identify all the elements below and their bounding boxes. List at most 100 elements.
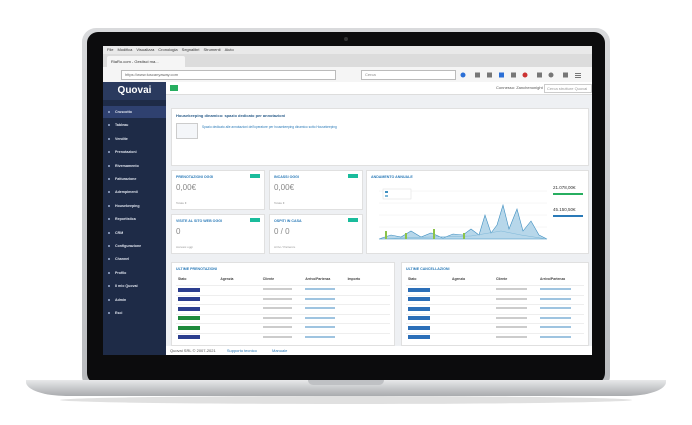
sidebar-item[interactable]: Tableau	[103, 119, 166, 131]
stat-card: INCASSI OGGI 0,00€ Totale €	[269, 170, 363, 210]
sidebar-item[interactable]: Il mio Quovai	[103, 280, 166, 292]
icon	[108, 151, 110, 154]
user: Connesso: Zanchenonight	[496, 85, 543, 90]
annual-title: ANDAMENTO ANNUALE	[371, 175, 413, 179]
app-search[interactable]: Cerca strutture Quovai	[544, 84, 592, 93]
icon	[108, 298, 110, 301]
support-link[interactable]: Supporto tecnico	[226, 348, 257, 353]
icon	[108, 245, 110, 247]
table-box: ULTIME CANCELLAZIONI Stato Agenzia Cliente A…	[401, 262, 589, 346]
placeholder	[262, 326, 293, 328]
card-value: 0 / 0	[274, 227, 290, 236]
card-title: PRENOTAZIONI OGGI	[176, 175, 214, 179]
icon	[108, 285, 110, 288]
column-header: Cliente	[262, 277, 275, 281]
sidebar-item[interactable]: Adempimenti	[103, 186, 166, 198]
tab[interactable]: RiaRo.com - Gestisci ma...	[107, 56, 185, 67]
url[interactable]: https://www.tuscanyaway.com	[121, 70, 336, 80]
badge	[178, 335, 200, 339]
placeholder	[305, 288, 335, 290]
sidebar-item[interactable]: CRM	[103, 227, 166, 239]
notice-image	[176, 123, 198, 139]
badge	[178, 306, 200, 311]
placeholder	[305, 326, 335, 328]
sidebar-item[interactable]: Vendite	[103, 133, 166, 145]
stat-card: OSPITI IN CASA 0 / 0 Arrivi / Partenze	[269, 214, 363, 254]
card-value: 0	[176, 227, 181, 236]
sidebar-item[interactable]: Prenotazioni	[103, 146, 166, 158]
sidebar-item[interactable]: Reportistica	[103, 213, 166, 225]
placeholder	[305, 297, 335, 300]
placeholder	[262, 316, 293, 319]
annual-total-2: 45.150,50€	[553, 207, 576, 212]
sidebar-item[interactable]: Cruscotto	[103, 106, 166, 118]
menu-toggle[interactable]	[170, 85, 178, 91]
logo[interactable]: Quovai	[103, 82, 166, 100]
progress	[553, 193, 583, 195]
icon	[108, 111, 110, 113]
sidebar-item[interactable]: Admin	[103, 294, 166, 306]
badge	[178, 287, 200, 292]
icon	[108, 271, 110, 274]
row-line	[406, 323, 584, 324]
placeholder	[496, 316, 527, 319]
column-header: Agenzia	[452, 277, 465, 281]
sidebar-item[interactable]: Configurazione	[103, 240, 166, 252]
card-value: 0,00€	[176, 183, 197, 192]
progress	[553, 215, 583, 217]
sidebar-item[interactable]: Housekeeping	[103, 200, 166, 212]
column-header: Stato	[178, 277, 187, 281]
placeholder	[496, 307, 527, 309]
menu-item[interactable]: File	[107, 47, 114, 52]
placeholder	[540, 335, 571, 338]
badge	[408, 335, 430, 339]
row-line	[176, 323, 390, 324]
placeholder	[496, 297, 527, 300]
card-sub: Arrivi / Partenze	[274, 245, 296, 249]
row-line	[406, 332, 584, 334]
sidebar-item[interactable]: Esci	[103, 307, 166, 319]
browser-search[interactable]: Cerca	[361, 70, 456, 80]
icon	[108, 218, 110, 221]
placeholder	[305, 307, 335, 309]
card-value: 0,00€	[274, 183, 295, 192]
column-header: Stato	[408, 277, 417, 281]
annual-chart	[378, 188, 548, 240]
badge	[178, 297, 200, 301]
card-title: INCASSI OGGI	[274, 175, 299, 179]
menu-bar: File Modifica Visualizza Cronologia Segnalib…	[103, 46, 592, 54]
badge	[408, 316, 430, 320]
row-line	[176, 332, 390, 334]
badge	[408, 297, 430, 301]
sidebar-item[interactable]: Riversamento	[103, 160, 166, 172]
row-line	[406, 304, 584, 305]
sidebar-item[interactable]: Channel	[103, 253, 166, 265]
row-line	[176, 304, 390, 305]
tag	[250, 174, 260, 178]
menu-item[interactable]: Modifica	[117, 47, 133, 52]
menu-item[interactable]: Segnalibri	[181, 47, 200, 52]
placeholder	[305, 316, 335, 319]
row-line	[176, 313, 390, 315]
table-title: ULTIME CANCELLAZIONI	[406, 267, 450, 271]
placeholder	[262, 335, 293, 338]
column-header: Agenzia	[220, 277, 234, 281]
card-sub: Totale €	[274, 201, 285, 205]
camera	[344, 37, 348, 41]
menu-item[interactable]: Visualizza	[136, 47, 155, 52]
icon	[108, 191, 110, 194]
sidebar-item[interactable]: Fatturazione	[103, 173, 166, 185]
row-line	[176, 294, 390, 296]
placeholder	[496, 326, 527, 328]
menu-item[interactable]: Aiuto	[224, 47, 234, 52]
sidebar: Quovai Cruscotto Tableau Vendite Prenotazio…	[103, 82, 166, 355]
placeholder	[540, 307, 571, 309]
sidebar-item[interactable]: Profilo	[103, 267, 166, 279]
placeholder	[262, 288, 293, 290]
menu-item[interactable]: Cronologia	[158, 47, 178, 52]
badge	[178, 316, 200, 320]
manual-link[interactable]: Manuale	[272, 348, 288, 353]
placeholder	[540, 297, 571, 300]
menu-item[interactable]: Strumenti	[203, 47, 221, 52]
